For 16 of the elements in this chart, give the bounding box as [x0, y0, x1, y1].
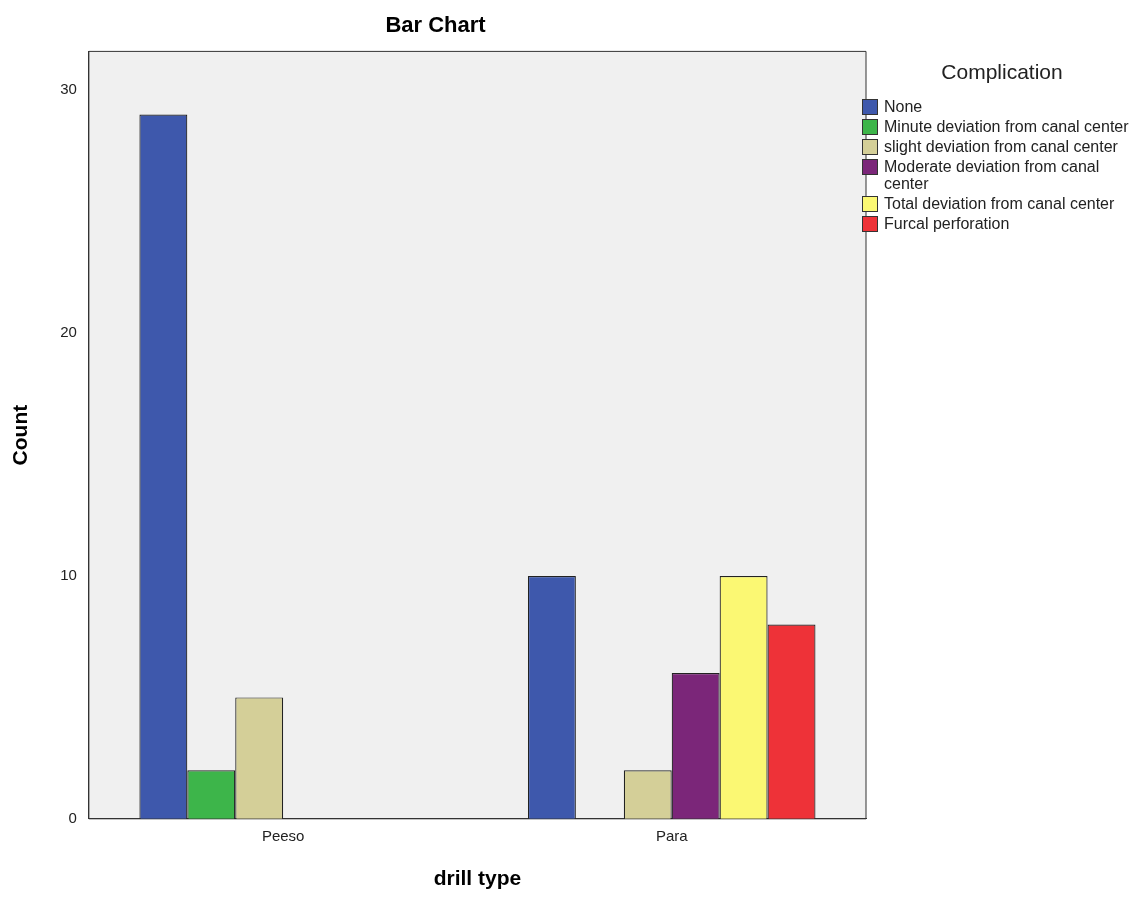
x-tick-label: Para [655, 826, 689, 844]
legend-label: Furcal perforation [884, 215, 1010, 232]
y-axis-title: Count [8, 404, 32, 466]
legend-label: Minute deviation from canal center [884, 118, 1129, 135]
y-tick-label: 10 [60, 566, 77, 584]
x-tick-label: Peeso [261, 826, 305, 844]
chart-title: Bar Chart [385, 12, 487, 38]
legend-label: slight deviation from canal center [884, 138, 1118, 155]
legend-label: Moderate deviation from canal center [884, 158, 1101, 192]
legend-title: Complication [940, 60, 1064, 84]
y-tick-label: 0 [68, 808, 77, 826]
legend-label: None [884, 98, 923, 115]
y-tick-label: 30 [60, 80, 77, 98]
legend-label: Total deviation from canal center [884, 195, 1115, 212]
x-axis-title: drill type [433, 866, 522, 890]
y-tick-label: 20 [60, 323, 77, 341]
